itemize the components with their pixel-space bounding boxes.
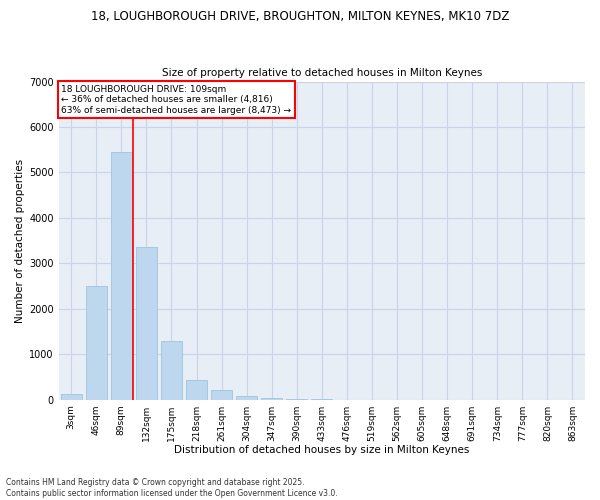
Bar (86, 286, 107, 400)
X-axis label: Distribution of detached houses by size in Milton Keynes: Distribution of detached houses by size … (174, 445, 470, 455)
Bar (211, 390, 232, 400)
Text: 18 LOUGHBOROUGH DRIVE: 109sqm
← 36% of detached houses are smaller (4,816)
63% o: 18 LOUGHBOROUGH DRIVE: 109sqm ← 36% of d… (61, 84, 291, 114)
Bar (236, 396, 257, 400)
Y-axis label: Number of detached properties: Number of detached properties (15, 158, 25, 322)
Text: Contains HM Land Registry data © Crown copyright and database right 2025.
Contai: Contains HM Land Registry data © Crown c… (6, 478, 338, 498)
Bar (161, 340, 182, 400)
Bar (186, 380, 207, 400)
Title: Size of property relative to detached houses in Milton Keynes: Size of property relative to detached ho… (161, 68, 482, 78)
Bar (261, 398, 283, 400)
Bar (61, 394, 82, 400)
Text: 18, LOUGHBOROUGH DRIVE, BROUGHTON, MILTON KEYNES, MK10 7DZ: 18, LOUGHBOROUGH DRIVE, BROUGHTON, MILTO… (91, 10, 509, 23)
Bar (136, 248, 157, 400)
Bar (110, 152, 132, 400)
